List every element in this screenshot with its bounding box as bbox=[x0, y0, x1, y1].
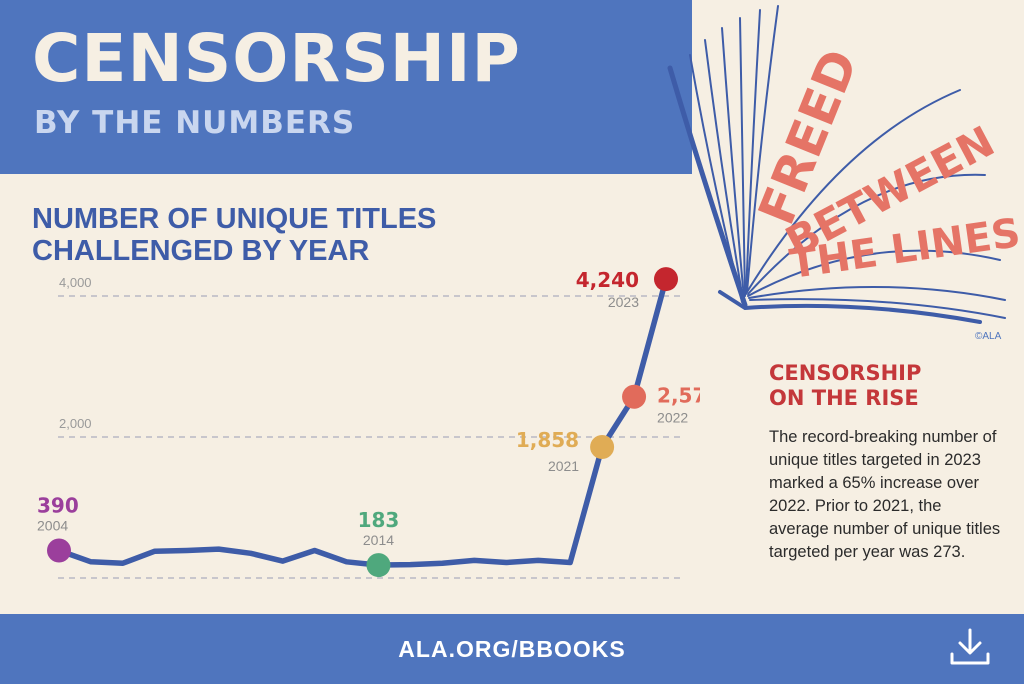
y-tick-label: 2,000 bbox=[59, 416, 92, 431]
logo-credit: ©ALA bbox=[975, 331, 1002, 342]
data-point-2014 bbox=[366, 553, 391, 578]
data-label-value: 4,240 bbox=[576, 268, 639, 292]
data-label-value: 1,858 bbox=[516, 428, 579, 452]
page-subtitle: BY THE NUMBERS bbox=[34, 105, 356, 141]
data-label-year: 2022 bbox=[657, 410, 688, 426]
website-link[interactable]: ALA.ORG/BBOOKS bbox=[398, 636, 626, 662]
footer-bar: ALA.ORG/BBOOKS bbox=[0, 614, 1024, 684]
sidebar-heading-line: CENSORSHIP bbox=[769, 361, 922, 385]
series-line bbox=[56, 276, 669, 568]
data-label-value: 2,571 bbox=[657, 384, 700, 408]
freed-between-the-lines-logo: FREED BETWEEN THE LINES bbox=[667, 5, 1023, 324]
y-tick-label: 4,000 bbox=[59, 275, 92, 290]
page-title: CENSORSHIP bbox=[32, 20, 521, 97]
data-point-2004 bbox=[47, 538, 71, 563]
data-label-year: 2004 bbox=[37, 518, 68, 534]
chart-title: NUMBER OF UNIQUE TITLES CHALLENGED BY YE… bbox=[32, 203, 437, 267]
data-label-value: 390 bbox=[37, 494, 79, 518]
data-label-year: 2014 bbox=[363, 532, 394, 548]
download-icon[interactable] bbox=[948, 626, 992, 670]
sidebar-heading: CENSORSHIP ON THE RISE bbox=[769, 361, 921, 411]
header-banner: CENSORSHIP BY THE NUMBERS bbox=[0, 0, 692, 174]
sidebar-body: The record-breaking number of unique tit… bbox=[769, 428, 1001, 561]
data-label-value: 183 bbox=[358, 508, 400, 532]
data-point-2023 bbox=[654, 267, 678, 292]
sidebar-heading-line: ON THE RISE bbox=[769, 386, 919, 410]
data-label-year: 2023 bbox=[608, 294, 639, 310]
data-point-2022 bbox=[622, 384, 647, 409]
data-point-2021 bbox=[590, 435, 615, 460]
open-book-icon bbox=[667, 5, 1006, 324]
data-label-year: 2021 bbox=[548, 458, 579, 474]
